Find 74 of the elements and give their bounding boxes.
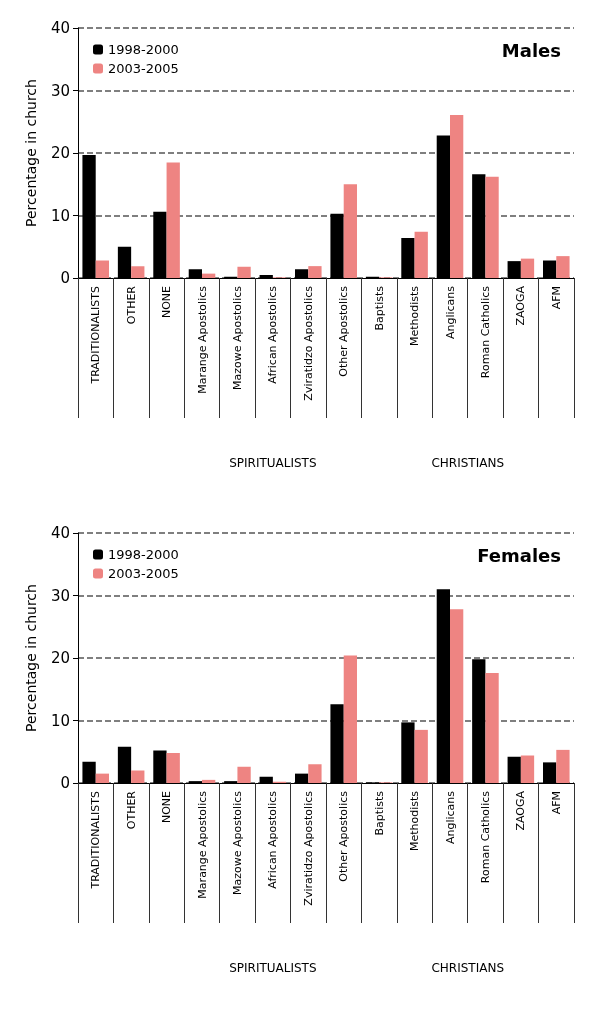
x-tick-label: ZAOGA bbox=[514, 285, 528, 326]
y-tick-label: 40 bbox=[50, 524, 70, 542]
x-tick-label: AFM bbox=[549, 791, 563, 815]
x-tick-label: NONE bbox=[160, 790, 174, 824]
bar bbox=[450, 114, 464, 278]
x-tick-label: AFM bbox=[549, 286, 563, 310]
x-tick-label: TRADITIONALISTS bbox=[89, 285, 103, 385]
x-tick-label: Roman Catholics bbox=[478, 790, 492, 884]
bar bbox=[343, 184, 357, 278]
x-tick-label: Marange Apostolics bbox=[195, 285, 209, 394]
x-tick-label: Methodists bbox=[408, 285, 422, 347]
x-tick-label: Baptists bbox=[372, 285, 386, 331]
text: CHRISTIANS bbox=[431, 456, 504, 470]
x-tick-label: African Apostolics bbox=[266, 285, 280, 384]
bar bbox=[308, 764, 322, 783]
x-tick-label: Roman Catholics bbox=[478, 285, 492, 379]
bar bbox=[485, 673, 499, 783]
legend-label: 1998-2000 bbox=[108, 547, 179, 562]
y-tick-label: 20 bbox=[50, 649, 70, 667]
bar bbox=[520, 755, 535, 783]
bar bbox=[202, 779, 216, 783]
y-tick-label: 10 bbox=[50, 206, 70, 225]
legend-label: 2003-2005 bbox=[108, 566, 179, 581]
bar bbox=[520, 258, 535, 278]
bar bbox=[166, 162, 180, 278]
x-tick-label: Anglicans bbox=[443, 285, 457, 340]
x-tick-label: African Apostolics bbox=[266, 790, 280, 889]
y-tick-label: 10 bbox=[50, 711, 70, 730]
bar bbox=[556, 749, 570, 783]
text: SPIRITUALISTS bbox=[229, 456, 317, 470]
x-tick-label: Mazowe Apostolics bbox=[230, 285, 244, 390]
bar bbox=[343, 655, 357, 783]
x-tick-label: Other Apostolics bbox=[337, 285, 351, 377]
bar bbox=[95, 260, 109, 278]
x-tick-label: Anglicans bbox=[443, 790, 457, 845]
x-tick-label: Zviratidzo Apostolics bbox=[301, 285, 315, 401]
bar bbox=[237, 766, 251, 783]
text: CHRISTIANS bbox=[431, 961, 504, 975]
y-tick-label: 0 bbox=[60, 774, 70, 792]
x-tick-label: OTHER bbox=[124, 285, 138, 325]
x-tick-label: NONE bbox=[160, 285, 174, 319]
bar bbox=[450, 609, 464, 783]
bar bbox=[237, 266, 251, 278]
legend-label: 1998-2000 bbox=[108, 42, 179, 57]
x-tick-label: TRADITIONALISTS bbox=[89, 790, 103, 890]
x-tick-label: Baptists bbox=[372, 790, 386, 836]
bar bbox=[166, 753, 180, 783]
bar bbox=[414, 231, 428, 278]
bar bbox=[202, 273, 216, 278]
y-tick-label: 20 bbox=[50, 144, 70, 162]
legend-label: 2003-2005 bbox=[108, 61, 179, 76]
text: Females bbox=[477, 544, 562, 566]
y-tick-label: 30 bbox=[50, 586, 70, 605]
x-tick-label: Marange Apostolics bbox=[195, 790, 209, 899]
x-tick-label: Other Apostolics bbox=[337, 790, 351, 882]
bar bbox=[131, 770, 145, 783]
text: Males bbox=[501, 39, 562, 61]
bar bbox=[556, 256, 570, 278]
y-tick-label: 0 bbox=[60, 269, 70, 287]
y-tick-label: 30 bbox=[50, 81, 70, 100]
x-tick-label: OTHER bbox=[124, 790, 138, 830]
text: SPIRITUALISTS bbox=[229, 961, 317, 975]
bar bbox=[308, 266, 322, 278]
x-tick-label: ZAOGA bbox=[514, 790, 528, 831]
y-axis-title: Percentage in church bbox=[23, 79, 39, 227]
x-tick-label: Zviratidzo Apostolics bbox=[301, 790, 315, 906]
bar bbox=[485, 176, 499, 278]
bar bbox=[95, 773, 109, 783]
y-axis-title: Percentage in church bbox=[23, 584, 39, 732]
x-tick-label: Mazowe Apostolics bbox=[230, 790, 244, 895]
bar bbox=[414, 729, 428, 783]
bar bbox=[131, 266, 145, 278]
x-tick-label: Methodists bbox=[408, 790, 422, 852]
y-tick-label: 40 bbox=[50, 19, 70, 37]
